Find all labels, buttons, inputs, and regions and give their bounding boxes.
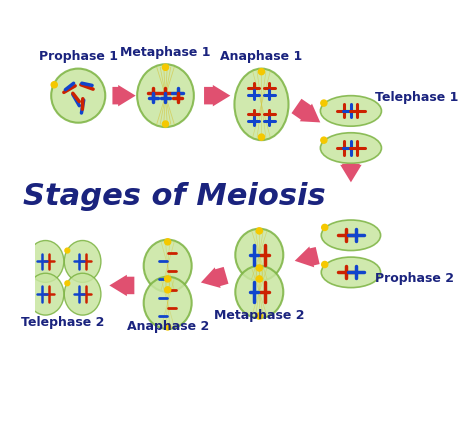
Ellipse shape (27, 273, 64, 315)
Circle shape (65, 281, 70, 286)
Text: Anaphase 1: Anaphase 1 (220, 50, 302, 63)
Circle shape (321, 137, 327, 143)
Ellipse shape (235, 266, 283, 318)
Ellipse shape (321, 257, 381, 288)
Circle shape (51, 82, 57, 88)
Ellipse shape (137, 64, 194, 127)
Circle shape (164, 287, 171, 293)
Circle shape (256, 228, 262, 234)
Text: Prophase 2: Prophase 2 (375, 272, 454, 286)
Ellipse shape (321, 220, 381, 250)
Circle shape (258, 134, 264, 140)
Text: Telephase 2: Telephase 2 (21, 316, 105, 329)
Circle shape (256, 313, 262, 319)
Ellipse shape (144, 277, 191, 329)
Text: Prophase 1: Prophase 1 (39, 50, 118, 63)
Circle shape (164, 239, 171, 245)
Ellipse shape (320, 95, 382, 126)
Circle shape (321, 100, 327, 106)
Circle shape (164, 276, 171, 282)
Circle shape (256, 276, 262, 282)
Circle shape (65, 248, 70, 253)
Circle shape (258, 69, 264, 75)
Ellipse shape (235, 69, 289, 140)
Text: Metaphase 1: Metaphase 1 (120, 46, 211, 59)
Text: Telephase 1: Telephase 1 (375, 92, 458, 104)
Circle shape (28, 248, 33, 253)
Circle shape (322, 224, 328, 231)
Circle shape (164, 324, 171, 330)
Ellipse shape (64, 273, 101, 315)
Circle shape (163, 64, 169, 70)
Ellipse shape (27, 241, 64, 282)
Circle shape (28, 281, 33, 286)
Ellipse shape (51, 69, 105, 123)
Text: Metaphase 2: Metaphase 2 (214, 308, 305, 322)
Text: Stages of Meiosis: Stages of Meiosis (23, 182, 326, 210)
Ellipse shape (235, 229, 283, 281)
Circle shape (256, 265, 262, 271)
Ellipse shape (64, 241, 101, 282)
Circle shape (322, 261, 328, 268)
Text: Anaphase 2: Anaphase 2 (127, 320, 209, 334)
Ellipse shape (144, 240, 191, 292)
Ellipse shape (320, 133, 382, 163)
Circle shape (163, 121, 169, 127)
